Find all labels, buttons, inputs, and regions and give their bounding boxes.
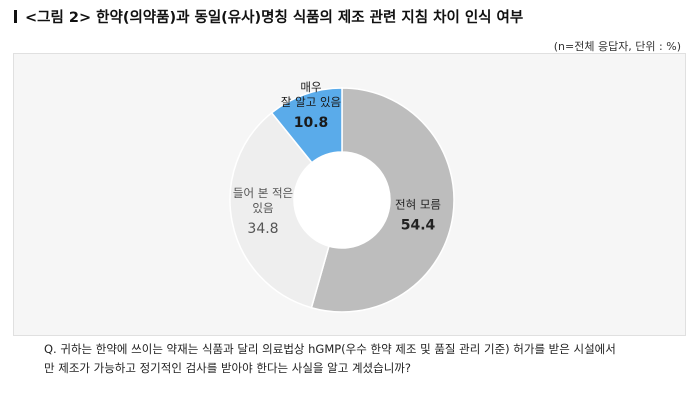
slice-value-1: 54.4: [401, 218, 436, 234]
slice-label-3: 잘 알고 있음: [281, 95, 341, 109]
slice-label-3: 매우: [300, 80, 321, 94]
unit-note: (n=전체 응답자, 단위 : %): [553, 40, 681, 53]
title-marker: [14, 10, 17, 23]
donut-hole: [294, 152, 390, 248]
question-line-2: 만 제조가 가능하고 정기적인 검사를 받아야 한다는 사실을 알고 계셨습니까…: [44, 361, 411, 375]
slice-label-2: 들어 본 적은: [233, 186, 293, 200]
slice-label-2: 있음: [252, 201, 273, 215]
slice-label-1: 전혀 모름: [395, 198, 441, 212]
survey-question: Q. 귀하는 한약에 쓰이는 약재는 식품과 달리 의료법상 hGMP(우수 한…: [44, 340, 674, 378]
question-line-1: Q. 귀하는 한약에 쓰이는 약재는 식품과 달리 의료법상 hGMP(우수 한…: [44, 342, 616, 356]
chart-title-text: <그림 2> 한약(의약품)과 동일(유사)명칭 식품의 제조 관련 지침 차이…: [25, 10, 524, 26]
slice-value-3: 10.8: [294, 115, 329, 131]
slice-value-2: 34.8: [247, 221, 278, 237]
chart-title: <그림 2> 한약(의약품)과 동일(유사)명칭 식품의 제조 관련 지침 차이…: [14, 6, 523, 27]
